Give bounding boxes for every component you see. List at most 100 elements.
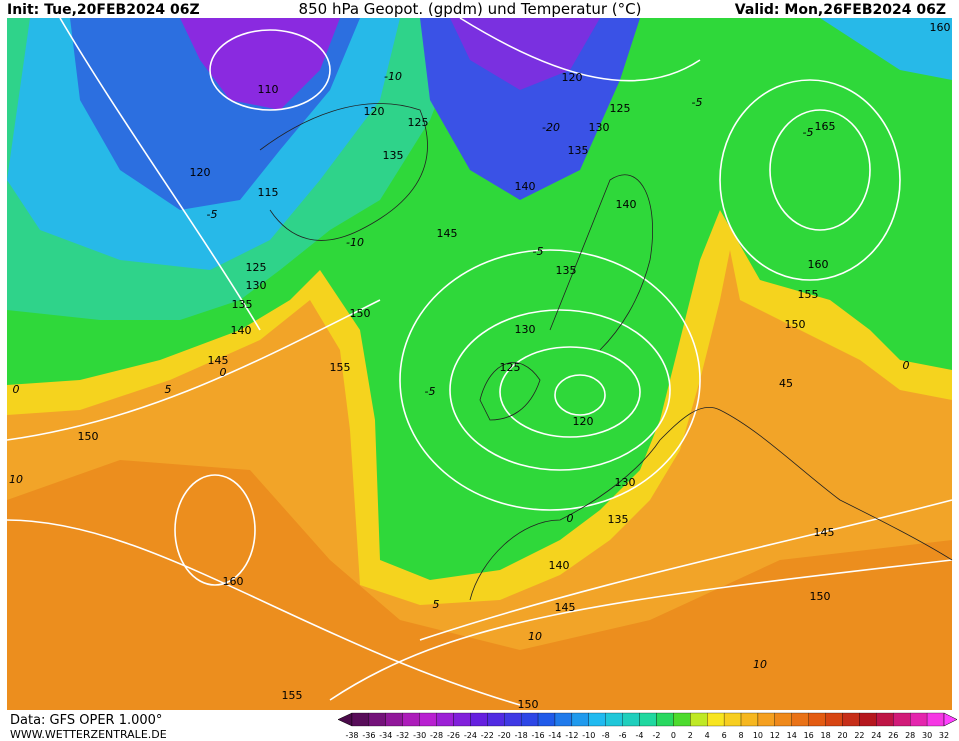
- isobar-label: 160: [223, 575, 244, 588]
- colorbar-cell: [757, 712, 776, 727]
- isotherm-label: -20: [542, 121, 560, 134]
- isobar-label: 135: [232, 298, 253, 311]
- isobar-label: 150: [785, 318, 806, 331]
- colorbar-cell: [504, 712, 522, 727]
- warmer-field: [7, 460, 952, 710]
- isobar-label: 160: [930, 21, 951, 34]
- cyan-field-east: [820, 18, 952, 80]
- isobar-label: 155: [798, 288, 819, 301]
- colorbar-label: -14: [548, 731, 561, 740]
- colorbar-label: 14: [787, 731, 797, 740]
- colorbar-cell: [842, 712, 860, 727]
- isotherm-label: 10: [9, 473, 23, 486]
- isobar-label: 125: [500, 361, 521, 374]
- purple-field: [180, 18, 340, 110]
- isotherm-label: -10: [384, 70, 402, 83]
- isobar-label: 120: [190, 166, 211, 179]
- colorbar-cell: [571, 712, 589, 727]
- isotherm-label: 0: [567, 512, 574, 525]
- colorbar-cell: [791, 712, 809, 727]
- colorbar-cell: [588, 712, 606, 727]
- data-source: Data: GFS OPER 1.000°: [10, 713, 162, 728]
- colorbar-cell: [926, 712, 945, 727]
- valid-time: Valid: Mon,26FEB2024 06Z: [735, 2, 946, 18]
- isobar-label: 160: [808, 258, 829, 271]
- colorbar-cell: [402, 712, 420, 727]
- isobar-label: 120: [562, 71, 583, 84]
- isobar-label: 145: [208, 354, 229, 367]
- isobar-label: 140: [231, 324, 252, 337]
- colorbar-label: 30: [922, 731, 932, 740]
- colorbar-cell: [825, 712, 843, 727]
- colorbar-label: 26: [888, 731, 898, 740]
- colorbar-label: -18: [515, 731, 528, 740]
- isobar-label: 135: [608, 513, 629, 526]
- colorbar-cell: [605, 712, 623, 727]
- colorbar-label: -20: [498, 731, 511, 740]
- colorbar-label: 20: [837, 731, 847, 740]
- colorbar-label: -2: [652, 731, 660, 740]
- colorbar-label: -12: [565, 731, 578, 740]
- isotherm-label: -5: [803, 126, 814, 139]
- isobar-label: 130: [246, 279, 267, 292]
- colorbar-cell: [808, 712, 826, 727]
- isobar-label: 145: [437, 227, 458, 240]
- colorbar-label: 24: [871, 731, 881, 740]
- isotherm-label: 10: [528, 630, 542, 643]
- colorbar-cell: [368, 712, 386, 727]
- colorbar-label: -28: [430, 731, 443, 740]
- colorbar-cell: [385, 712, 403, 727]
- colorbar-cell: [656, 712, 674, 727]
- isobar-label: 135: [556, 264, 577, 277]
- header: Init: Tue,20FEB2024 06Z 850 hPa Geopot. …: [0, 0, 959, 18]
- colorbar-label: 0: [671, 731, 676, 740]
- colorbar-cell: [859, 712, 877, 727]
- colorbar-label: -6: [619, 731, 627, 740]
- colorbar-label: 16: [804, 731, 814, 740]
- isotherm-label: 10: [753, 658, 767, 671]
- colorbar-cell: [876, 712, 894, 727]
- website: WWW.WETTERZENTRALE.DE: [10, 728, 167, 741]
- isobar-label: 145: [814, 526, 835, 539]
- isobar-label: 45: [779, 377, 793, 390]
- isobar-label: 130: [515, 323, 536, 336]
- isobar-label: 140: [616, 198, 637, 211]
- colorbar-label: -36: [362, 731, 375, 740]
- isobar-label: 120: [364, 105, 385, 118]
- isotherm-label: 0: [903, 359, 910, 372]
- isobar-label: 115: [258, 186, 279, 199]
- colorbar-label: -34: [379, 731, 392, 740]
- colorbar-cell: [537, 712, 556, 727]
- isotherm-label: 5: [433, 598, 440, 611]
- isotherm-label: -5: [207, 208, 218, 221]
- isobars: [6, 17, 953, 706]
- colorbar-cell: [453, 712, 471, 727]
- isobar-label: 155: [330, 361, 351, 374]
- header-band: [0, 0, 959, 18]
- colorbar-label: -16: [532, 731, 545, 740]
- isotherm-label: -5: [692, 96, 703, 109]
- colorbar-cell: [910, 712, 928, 727]
- isobar-label: 135: [568, 144, 589, 157]
- isotherm-label: -5: [425, 385, 436, 398]
- isobar-label: 150: [78, 430, 99, 443]
- colorbar-cell: [690, 712, 708, 727]
- colorbar-label: 8: [738, 731, 743, 740]
- colorbar-label: 6: [722, 731, 727, 740]
- colorbar-label: 22: [854, 731, 864, 740]
- isobar-label: 125: [408, 116, 429, 129]
- colorbar-label: -4: [636, 731, 644, 740]
- colorbar-cell: [723, 712, 742, 727]
- colorbar-cell: [419, 712, 437, 727]
- colorbar-label: -26: [447, 731, 460, 740]
- colorbar-cell: [436, 712, 454, 727]
- colorbar-label: -10: [582, 731, 595, 740]
- isotherm-label: 0: [220, 366, 227, 379]
- colorbar-label: -32: [396, 731, 409, 740]
- map-labels: 1101151201251301351401451501551501601551…: [9, 21, 951, 711]
- map-title: 850 hPa Geopot. (gpdm) und Temperatur (°…: [299, 0, 642, 18]
- colorbar-label: 28: [905, 731, 915, 740]
- colorbar-cell: [554, 712, 573, 727]
- colorbar-label: -22: [481, 731, 494, 740]
